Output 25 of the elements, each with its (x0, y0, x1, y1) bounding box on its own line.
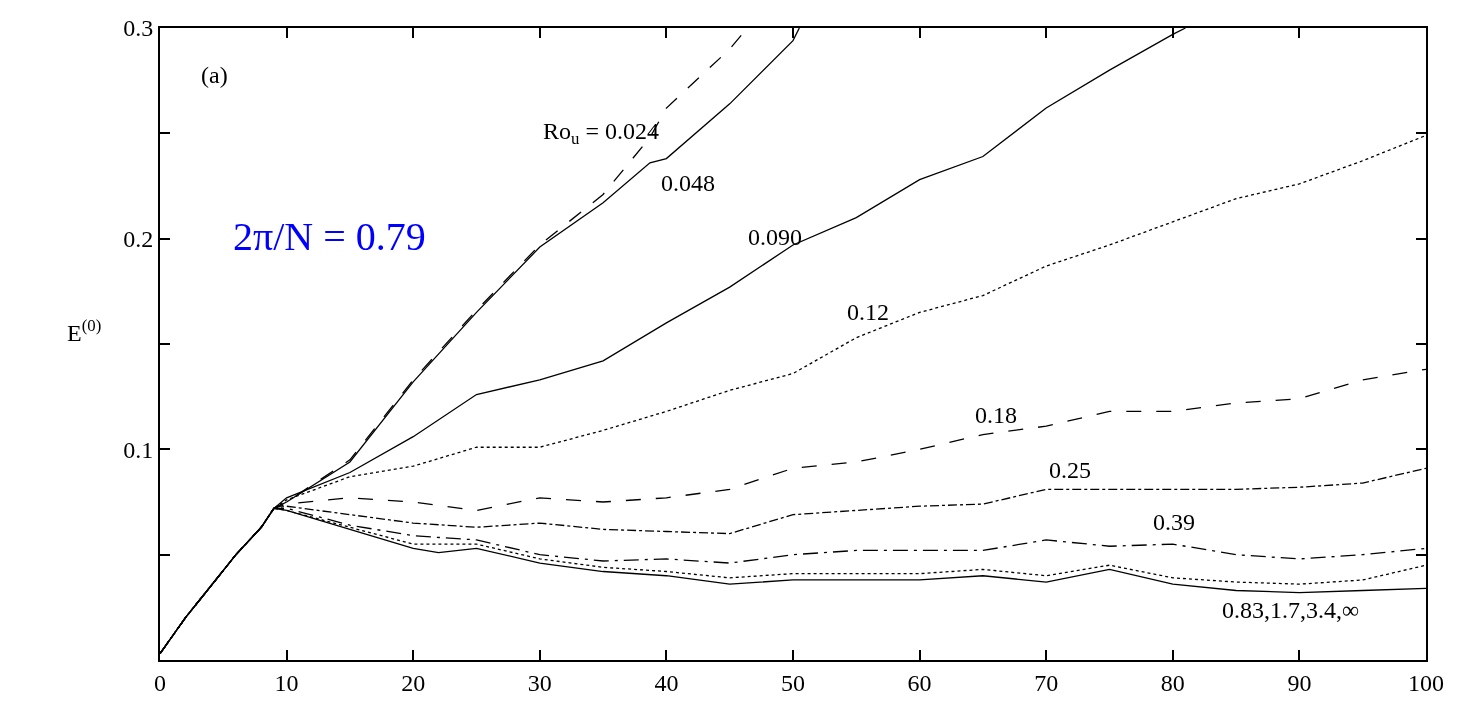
annotation: 2π/N = 0.79 (233, 214, 426, 259)
y-tick-label: 0.3 (123, 15, 154, 42)
annotation: 0.83,1.7,3.4,∞ (1222, 597, 1360, 623)
annotation: 0.12 (847, 299, 889, 325)
annotation: 0.048 (661, 170, 715, 196)
y-tick-label: 0.2 (123, 226, 154, 253)
y-tick-label: 0.1 (123, 436, 154, 463)
y-axis-title: E$^{(0)}$ (67, 316, 102, 347)
x-tick-label: 70 (1034, 669, 1059, 696)
x-tick-label: 90 (1287, 669, 1312, 696)
annotation: 0.25 (1049, 457, 1091, 483)
x-tick-label: 30 (527, 669, 552, 696)
x-tick-label: 50 (781, 669, 805, 696)
x-tick-label: 20 (401, 669, 426, 696)
annotation: (a) (201, 62, 228, 88)
annotation: 0.39 (1153, 509, 1195, 535)
x-tick-label: 0 (154, 669, 166, 696)
x-tick-label: 100 (1408, 669, 1444, 696)
x-tick-label: 40 (654, 669, 679, 696)
annotation: 0.18 (975, 402, 1017, 428)
x-tick-label: 80 (1160, 669, 1185, 696)
annotation: 0.090 (748, 224, 802, 250)
x-tick-label: 10 (274, 669, 299, 696)
x-tick-label: 60 (907, 669, 932, 696)
annotation: Ro$_{u}$ = 0.024 (543, 118, 659, 149)
